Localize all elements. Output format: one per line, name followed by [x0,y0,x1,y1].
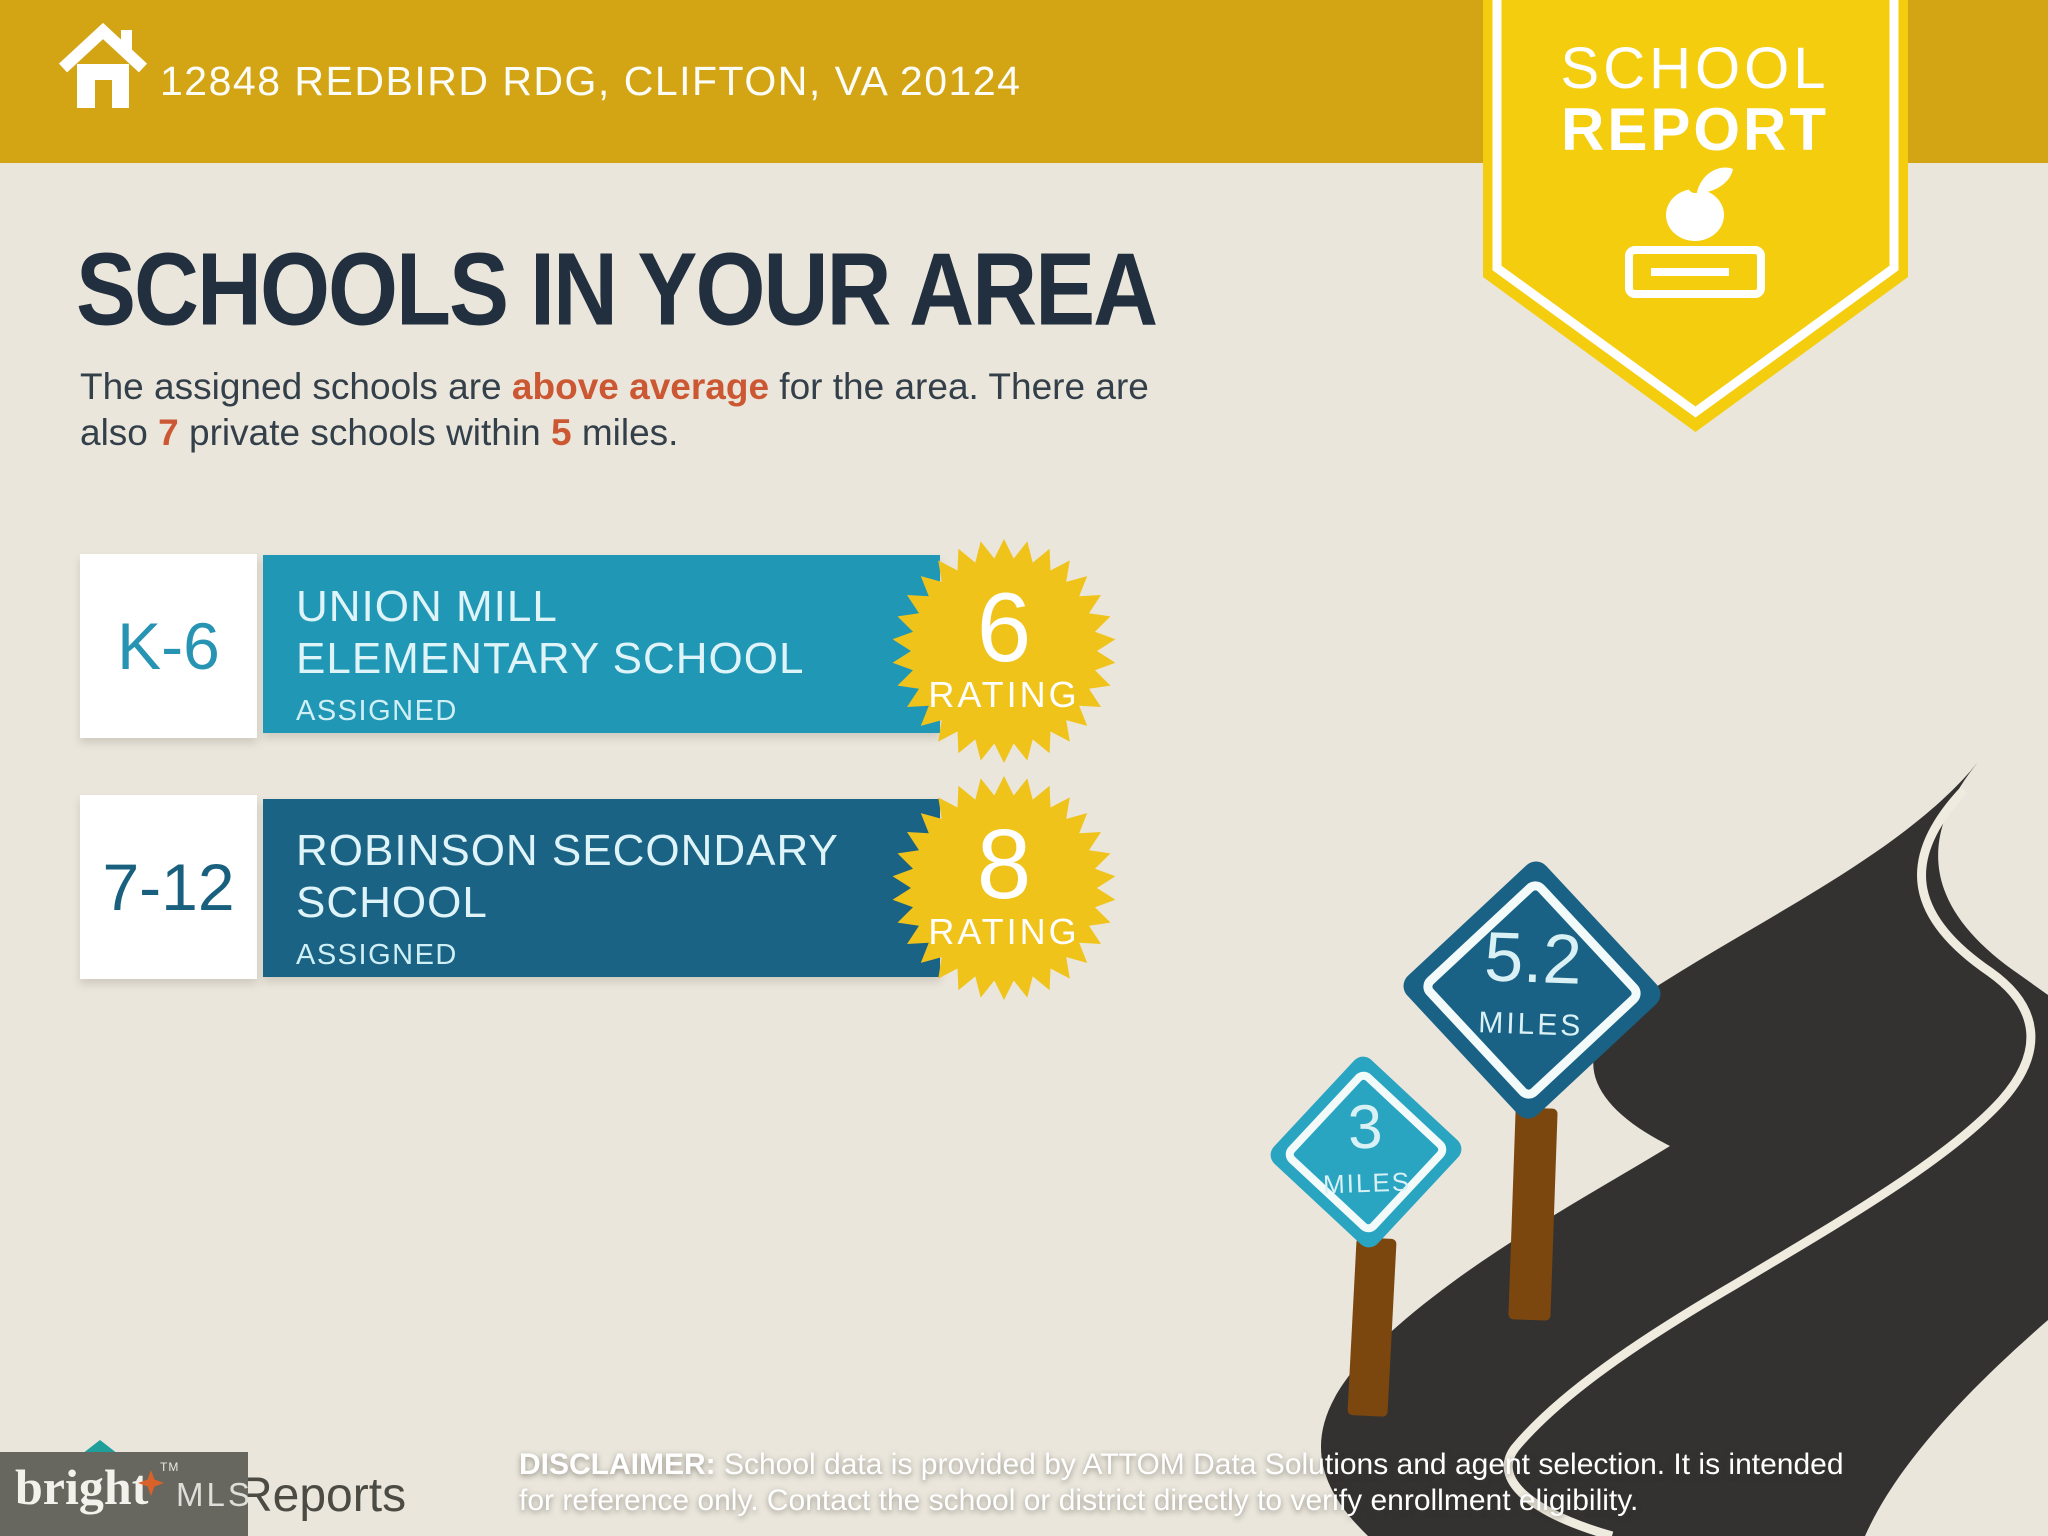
radius-miles: 5 [550,412,572,453]
sparkle-icon [138,1470,164,1496]
distance-value: 5.2 [1483,917,1583,998]
road-center-line [1503,786,2036,1536]
school-bar-elementary: UNION MILL ELEMENTARY SCHOOL ASSIGNED [263,555,940,733]
summary-line2: also 7 private schools within 5 miles. [80,412,679,453]
rating-label: RATING [928,674,1079,715]
small-sign-post [1347,1237,1397,1417]
bright-mls-logo: bright TM MLS [0,1452,250,1536]
school-name: UNION MILL ELEMENTARY SCHOOL [296,582,805,683]
above-average-highlight: above average [511,366,770,407]
rating-label: RATING [928,911,1079,952]
starburst-shape [892,776,1116,1000]
trademark-symbol: TM [160,1460,180,1474]
grade-range: K-6 [117,609,220,683]
rating-starburst-elementary: 6 RATING [892,539,1116,763]
grade-range: 7-12 [102,850,235,924]
summary-line1: The assigned schools are above average f… [80,366,1149,407]
badge-title-line1: SCHOOL [1561,36,1830,101]
distance-unit: MILES [1478,1006,1584,1043]
apple-book-icon [1625,167,1765,298]
school-report-badge: SCHOOL REPORT [1483,0,1908,432]
disclaimer-label: DISCLAIMER: [519,1448,716,1481]
starburst-shape [892,539,1116,763]
school-status-label: ASSIGNED [296,695,458,727]
private-school-count: 7 [158,412,179,453]
grade-range-box-elementary: K-6 [80,554,257,738]
badge-title-line2: REPORT [1561,96,1829,163]
school-name: ROBINSON SECONDARY SCHOOL [296,826,839,927]
page-title: SCHOOLS IN YOUR AREA [76,233,1158,348]
school-bar-secondary: ROBINSON SECONDARY SCHOOL ASSIGNED [263,799,940,977]
house-roof-icon [82,1440,118,1454]
distance-value: 3 [1347,1092,1384,1162]
property-address: 12848 REDBIRD RDG, CLIFTON, VA 20124 [160,58,1022,104]
road [1320,762,2048,1536]
grade-range-box-secondary: 7-12 [80,795,257,979]
mls-wordmark: MLS [176,1476,253,1513]
rating-value: 8 [977,809,1032,919]
school-status-label: ASSIGNED [296,939,458,971]
bright-wordmark: bright [15,1459,149,1515]
summary-text: The assigned schools are above average f… [80,364,1149,456]
rating-value: 6 [977,572,1032,682]
distance-unit: MILES [1323,1166,1412,1199]
reports-logo-text: Reports [238,1469,407,1522]
home-icon [58,22,148,108]
rating-starburst-secondary: 8 RATING [892,776,1116,1000]
disclaimer-text: DISCLAIMER: School data is provided by A… [519,1448,1844,1517]
distance-sign-far: 5.2 MILES [1403,861,1661,1119]
distance-sign-near: 3 MILES [1270,1056,1462,1248]
large-sign-post [1508,1107,1558,1321]
